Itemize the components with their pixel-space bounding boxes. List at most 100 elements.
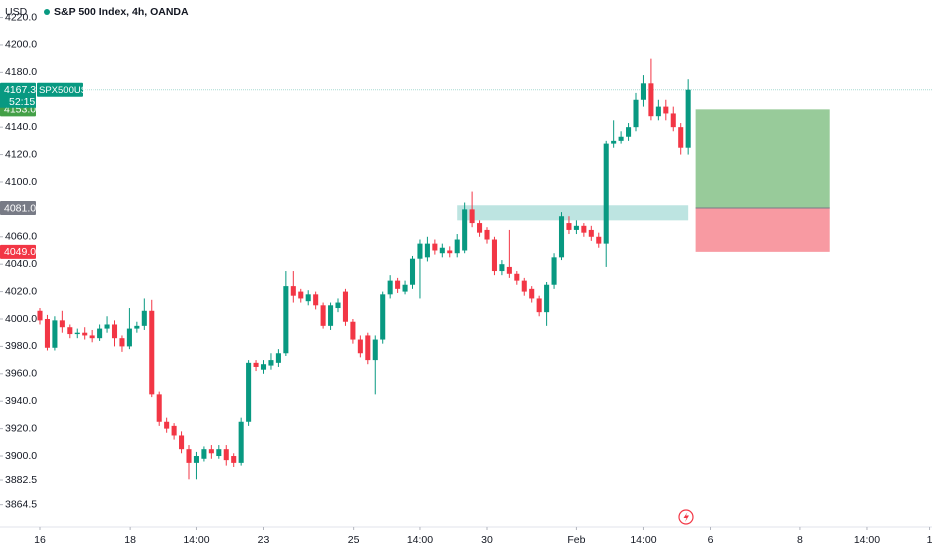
candle-body: [104, 324, 110, 329]
y-tick-label: 4060.0: [5, 231, 37, 243]
x-tick-label: 14:00: [183, 534, 209, 546]
y-tick-label: 4000.0: [5, 313, 37, 325]
zone: [457, 205, 689, 221]
candle-body: [171, 425, 177, 436]
candle-body: [342, 291, 348, 322]
x-tick-label: 8: [797, 534, 803, 546]
x-tick-label: 23: [258, 534, 270, 546]
stop-tag: 4049.0: [4, 246, 36, 258]
candle-body: [275, 353, 281, 363]
candle-body: [134, 325, 140, 329]
candle-body: [350, 321, 356, 340]
candle-body: [611, 140, 617, 144]
x-tick-label: 14:00: [630, 534, 656, 546]
candle-body: [59, 320, 65, 328]
candle-body: [328, 305, 334, 326]
stop-tag-box: [0, 244, 36, 259]
candle-body: [89, 335, 95, 339]
candle-body: [97, 328, 103, 339]
candle-body: [320, 305, 326, 326]
candle-body: [37, 310, 43, 321]
candle-body: [685, 89, 691, 148]
candle-body: [268, 360, 274, 366]
symbol-label: SPX500USD: [39, 85, 94, 96]
candle-body: [111, 324, 118, 339]
x-tick-label: 16: [34, 534, 46, 546]
candle-body: [536, 298, 542, 313]
candle-body: [603, 143, 609, 244]
candle-body: [298, 291, 304, 299]
candle-body: [313, 294, 319, 306]
candle-body: [551, 257, 557, 285]
candle-body: [640, 83, 646, 100]
candle-body: [439, 247, 445, 254]
candle-body: [149, 310, 155, 395]
candle-body: [365, 335, 371, 361]
candle-body: [231, 456, 237, 463]
candle-body: [454, 239, 460, 254]
y-tick-label: 3940.0: [5, 395, 37, 407]
candle-body: [335, 302, 341, 309]
candle-body: [618, 136, 624, 141]
candle-body: [179, 435, 185, 450]
currency: USD: [5, 6, 28, 18]
candle-body: [491, 239, 497, 272]
candle-body: [432, 243, 438, 251]
candle-body: [573, 225, 579, 230]
candle-body: [409, 258, 416, 285]
candle-body: [596, 236, 602, 244]
countdown-box: [0, 95, 36, 108]
x-tick-label: 1: [927, 534, 932, 546]
candle-body: [119, 338, 125, 347]
event-icon[interactable]: [678, 509, 694, 525]
candle-body: [357, 339, 363, 354]
entry-tag: 4081.0: [4, 202, 36, 214]
candle-body: [305, 294, 311, 302]
entry-tag-box: [0, 201, 36, 216]
x-tick-label: 14:00: [407, 534, 433, 546]
candle-body: [208, 449, 214, 454]
candle-body: [82, 332, 88, 336]
candle-body: [506, 266, 512, 274]
y-tick-label: 4140.0: [5, 121, 37, 133]
candle-body: [387, 280, 393, 295]
candle-body: [663, 106, 669, 114]
countdown: 52:15: [9, 96, 35, 108]
candle-body: [633, 99, 639, 128]
y-tick-label: 3920.0: [5, 422, 37, 434]
candle-body: [52, 320, 58, 348]
x-tick-label: 18: [124, 534, 136, 546]
profit-area: [695, 109, 830, 209]
candle-body: [417, 243, 423, 259]
last-price-tag-box: [0, 82, 36, 97]
candle-body: [655, 106, 661, 117]
x-tick-label: 14:00: [854, 534, 880, 546]
candle-body: [462, 209, 468, 251]
candle-body: [499, 264, 505, 272]
x-tick-label: 25: [348, 534, 360, 546]
x-tick-label: 6: [708, 534, 714, 546]
candle-body: [581, 225, 587, 233]
candle-body: [216, 449, 222, 457]
candle-body: [670, 113, 676, 128]
candle-body: [588, 229, 594, 237]
y-tick-label: 4220.0: [5, 11, 37, 23]
y-tick-label: 3882.5: [5, 474, 37, 486]
y-tick-label: 4180.0: [5, 66, 37, 78]
candle-body: [558, 216, 565, 258]
candle-body: [566, 223, 572, 230]
candle-body: [484, 229, 490, 240]
plot: 16 18 14:00 23 25 14:00 30 Feb 14:00 6 8 14:00 1 3864…: [0, 11, 932, 546]
candle-body: [67, 327, 73, 335]
candle-body: [469, 209, 475, 224]
candle-body: [678, 127, 684, 148]
y-tick-label: 3980.0: [5, 340, 37, 352]
y-tick-label: 3960.0: [5, 368, 37, 380]
y-tick-label: 3900.0: [5, 450, 37, 462]
candle-body: [260, 364, 267, 370]
candle-body: [223, 449, 229, 461]
candle-body: [193, 456, 199, 463]
candle-body: [648, 83, 654, 117]
candle-body: [424, 243, 430, 258]
